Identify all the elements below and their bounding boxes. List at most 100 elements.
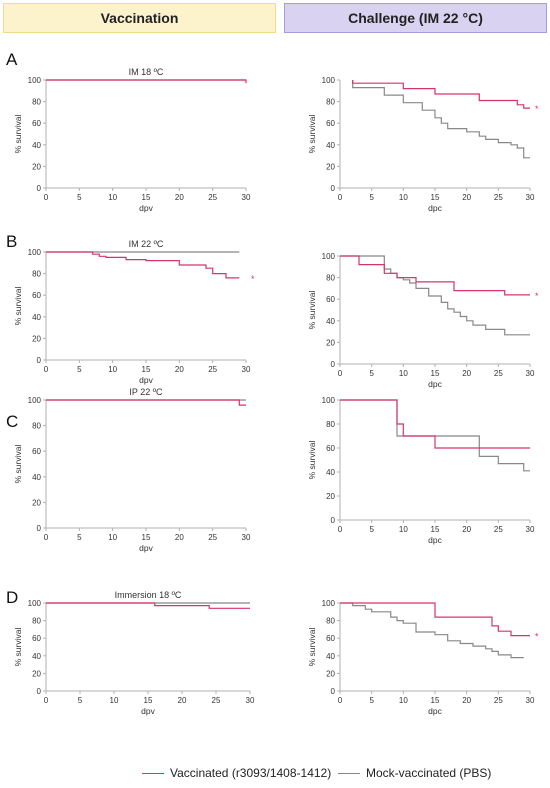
y-tick-label: 20 — [326, 669, 335, 678]
x-tick-label: 0 — [44, 533, 49, 542]
y-axis-label: % survival — [13, 115, 23, 154]
y-tick-label: 80 — [326, 420, 335, 429]
y-tick-label: 20 — [326, 338, 335, 347]
legend-item-mock: Mock-vaccinated (PBS) — [338, 766, 491, 780]
x-tick-label: 15 — [431, 525, 440, 534]
x-tick-label: 25 — [494, 696, 503, 705]
x-tick-label: 10 — [108, 533, 117, 542]
y-tick-label: 20 — [326, 492, 335, 501]
y-tick-label: 40 — [326, 317, 335, 326]
y-tick-label: 20 — [326, 162, 335, 171]
y-tick-label: 60 — [32, 119, 41, 128]
y-tick-label: 20 — [32, 334, 41, 343]
significance-asterisk: * — [535, 632, 539, 642]
x-tick-label: 25 — [208, 365, 217, 374]
y-tick-label: 0 — [331, 360, 336, 369]
y-tick-label: 0 — [331, 184, 336, 193]
chart-title: Immersion 18 ºC — [115, 590, 182, 600]
x-axis-label: dpv — [139, 203, 153, 213]
vaccinated-series-line — [46, 79, 247, 84]
x-tick-label: 10 — [108, 193, 117, 202]
x-tick-label: 5 — [369, 369, 374, 378]
y-tick-label: 60 — [326, 119, 335, 128]
significance-asterisk: * — [535, 104, 539, 114]
y-tick-label: 60 — [32, 634, 41, 643]
x-axis-label: dpv — [139, 543, 153, 553]
x-tick-label: 15 — [144, 696, 153, 705]
x-tick-label: 30 — [242, 193, 251, 202]
x-tick-label: 25 — [494, 369, 503, 378]
x-tick-label: 25 — [208, 533, 217, 542]
x-tick-label: 5 — [77, 365, 82, 374]
x-axis-label: dpc — [428, 203, 442, 213]
y-tick-label: 80 — [32, 617, 41, 626]
x-tick-label: 30 — [246, 696, 255, 705]
x-tick-label: 0 — [338, 193, 343, 202]
legend-item-vaccinated: Vaccinated (r3093/1408-1412) — [142, 766, 331, 780]
chart-b-challenge: 0 20 40 60 80 100 0 5 10 15 20 25 30 dpc % survival * — [307, 252, 539, 389]
vaccination-header: Vaccination — [3, 3, 276, 33]
x-axis-label: dpc — [428, 535, 442, 545]
x-tick-label: 30 — [526, 193, 535, 202]
legend-swatch-mock — [338, 772, 360, 774]
x-tick-label: 5 — [77, 193, 82, 202]
x-tick-label: 10 — [108, 365, 117, 374]
x-tick-label: 30 — [526, 696, 535, 705]
x-tick-label: 15 — [431, 193, 440, 202]
y-tick-label: 40 — [326, 652, 335, 661]
x-tick-label: 25 — [208, 193, 217, 202]
y-tick-label: 40 — [32, 141, 41, 150]
y-tick-label: 100 — [322, 252, 336, 261]
significance-asterisk: * — [535, 291, 539, 301]
x-tick-label: 20 — [178, 696, 187, 705]
y-axis-label: % survival — [13, 287, 23, 326]
y-tick-label: 100 — [322, 396, 336, 405]
chart-d-challenge: 0 20 40 60 80 100 0 5 10 15 20 25 30 dpc % survival * — [307, 599, 539, 716]
y-tick-label: 100 — [28, 396, 42, 405]
x-tick-label: 0 — [338, 696, 343, 705]
vaccinated-series-line — [46, 251, 240, 279]
x-tick-label: 15 — [142, 533, 151, 542]
x-axis-label: dpc — [428, 706, 442, 716]
challenge-header-label: Challenge (IM 22 °C) — [348, 10, 483, 26]
vaccination-header-label: Vaccination — [100, 10, 179, 26]
panel-letter-d: D — [6, 588, 19, 607]
chart-d-vaccination: Immersion 18 ºC 0 20 40 60 80 100 0 5 10 15 20 25 30 d… — [13, 590, 255, 716]
x-tick-label: 5 — [78, 696, 83, 705]
y-tick-label: 20 — [32, 162, 41, 171]
x-tick-label: 20 — [175, 365, 184, 374]
y-axis-label: % survival — [307, 441, 317, 480]
chart-a-vaccination: IM 18 ºC 0 20 40 60 80 100 0 5 10 15 20 25 30 dpv % sur… — [13, 67, 251, 213]
y-tick-label: 100 — [28, 248, 42, 257]
y-tick-label: 60 — [326, 634, 335, 643]
y-tick-label: 0 — [37, 687, 42, 696]
x-tick-label: 15 — [431, 696, 440, 705]
mock-series-line — [352, 80, 530, 159]
x-tick-label: 10 — [399, 193, 408, 202]
x-tick-label: 25 — [494, 193, 503, 202]
legend-label-vaccinated: Vaccinated (r3093/1408-1412) — [170, 766, 332, 780]
vaccinated-series-line — [340, 255, 530, 296]
x-axis-label: dpc — [428, 379, 442, 389]
x-tick-label: 20 — [462, 193, 471, 202]
y-tick-label: 0 — [37, 524, 42, 533]
significance-asterisk: * — [251, 274, 255, 284]
x-tick-label: 10 — [399, 696, 408, 705]
legend-label-mock: Mock-vaccinated (PBS) — [366, 766, 492, 780]
mock-series-line — [340, 602, 524, 659]
y-tick-label: 0 — [331, 516, 336, 525]
vaccinated-series-line — [340, 602, 530, 637]
y-axis-label: % survival — [13, 445, 23, 484]
legend-swatch-vaccinated — [142, 772, 164, 774]
x-tick-label: 20 — [462, 525, 471, 534]
x-tick-label: 30 — [526, 369, 535, 378]
y-tick-label: 20 — [32, 669, 41, 678]
y-tick-label: 80 — [326, 274, 335, 283]
vaccinated-series-line — [352, 80, 530, 109]
x-tick-label: 0 — [44, 696, 49, 705]
x-tick-label: 0 — [338, 525, 343, 534]
x-tick-label: 30 — [242, 533, 251, 542]
chart-title: IM 22 ºC — [129, 239, 164, 249]
x-tick-label: 20 — [175, 193, 184, 202]
x-tick-label: 0 — [338, 369, 343, 378]
